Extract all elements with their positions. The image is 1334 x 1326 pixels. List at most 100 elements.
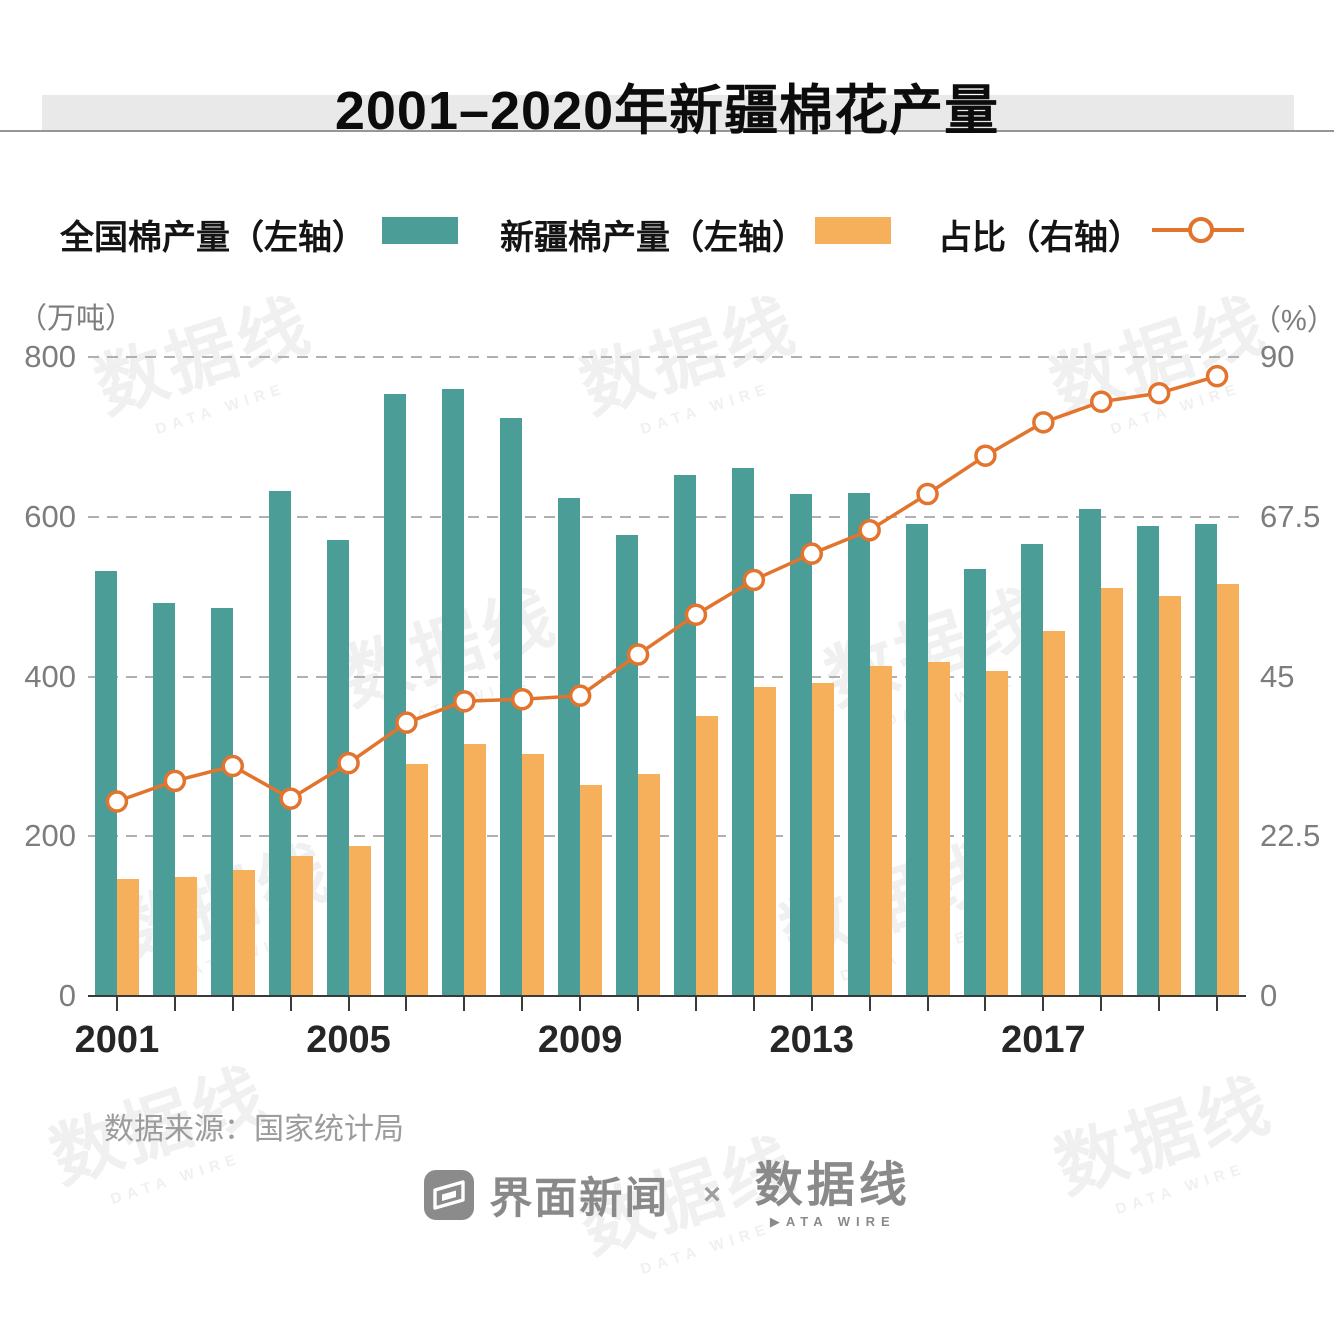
gridline [88,675,1246,678]
bar-xinjiang [290,855,313,996]
bar-xinjiang [638,774,661,996]
bar-group [551,357,609,996]
ratio-marker [800,542,823,565]
left-axis-unit: （万吨） [18,303,135,335]
ratio-line-svg [105,364,1229,813]
title-band [42,95,1294,132]
x-axis-label: 2005 [306,1019,391,1061]
x-tick [463,997,466,1011]
jiemian-wordmark: 界面新闻 [489,1175,670,1223]
x-tick [579,997,582,1011]
bar-xinjiang [232,870,255,996]
datawire-tagline: ▶ATA WIRE [769,1214,896,1229]
x-tick [347,997,350,1011]
ratio-marker [742,568,766,592]
ratio-marker [279,787,302,810]
y-axis-label-right: 90 [1260,339,1295,374]
ratio-marker [1090,390,1113,413]
gridline [88,356,1246,358]
legend-marker-circle-icon [1188,217,1214,243]
ratio-marker [1032,411,1055,434]
legend-label-xinjiang: 新疆棉产量（左轴） [500,219,806,257]
ratio-marker [684,603,708,626]
jiemian-logo-icon [424,1170,475,1220]
bar-xinjiang [522,754,545,996]
bar-national [94,570,117,996]
ratio-marker [453,690,476,713]
bar-group [783,357,841,996]
y-axis-label-right: 0 [1260,978,1278,1013]
y-axis-label-left: 0 [58,978,76,1013]
x-tick [173,997,176,1011]
bar-group [146,357,204,996]
plot-area [88,356,1246,997]
x-axis-line [88,994,1246,997]
footer-brand-bar: 界面新闻 × 数据线 ▶ATA WIRE [0,1160,1334,1230]
bar-xinjiang [116,879,139,996]
y-axis-label-left: 800 [24,339,76,374]
y-axis-label-left: 400 [24,658,76,694]
x-tick [1216,997,1219,1011]
source-note: 数据来源：国家统计局 [104,1113,404,1146]
bar-xinjiang [696,716,719,996]
bar-group [435,357,493,996]
bar-xinjiang [1159,596,1182,996]
y-axis-label-left: 200 [24,818,76,854]
x-tick [868,997,871,1011]
bar-xinjiang [869,666,892,996]
ratio-marker [221,754,244,778]
ratio-line [116,374,1218,804]
bar-national [1137,525,1160,996]
bar-national [268,490,291,996]
bar-national [384,394,407,996]
bar-xinjiang [1101,587,1124,996]
bar-group [262,357,320,996]
x-tick [752,997,755,1011]
x-tick [521,997,524,1011]
bar-xinjiang [927,662,950,996]
bar-national [210,607,233,996]
bar-national [789,494,812,996]
x-axis-label: 2009 [537,1019,623,1061]
legend-swatch-xinjiang [815,217,891,244]
bar-national [1079,508,1102,996]
bar-group [957,357,1015,996]
x-axis-label: 2017 [1001,1019,1086,1061]
bar-xinjiang [464,744,487,996]
bar-xinjiang [406,764,429,996]
x-axis-label: 2001 [74,1019,160,1061]
datawire-wordmark: 数据线 [754,1159,911,1212]
bar-group [88,357,146,996]
bar-xinjiang [811,683,834,996]
bar-national [326,539,349,996]
bar-group [204,357,262,996]
x-tick [289,997,292,1011]
ratio-marker [974,444,997,467]
legend-swatch-national [382,217,458,244]
bar-group [899,357,957,996]
bar-group [320,357,378,996]
bar-xinjiang [580,785,603,996]
bar-national [558,497,581,996]
y-axis-label-right: 22.5 [1260,818,1321,854]
x-tick [405,997,408,1011]
x-tick [231,997,234,1011]
ratio-marker [163,769,187,793]
ratio-marker [1147,381,1171,405]
bar-national [731,468,754,996]
x-tick [984,997,987,1011]
bar-xinjiang [985,671,1008,996]
bar-national [1195,523,1218,996]
bar-group [841,357,899,996]
right-axis-unit: （%） [1252,305,1334,337]
x-tick [637,997,640,1011]
ratio-marker [395,711,418,734]
title-rule [0,130,1334,132]
bar-group [378,357,436,996]
bar-xinjiang [174,877,197,996]
bar-xinjiang [1217,583,1240,996]
bar-xinjiang [753,686,776,996]
x-tick [926,997,929,1011]
gridline [88,515,1246,518]
